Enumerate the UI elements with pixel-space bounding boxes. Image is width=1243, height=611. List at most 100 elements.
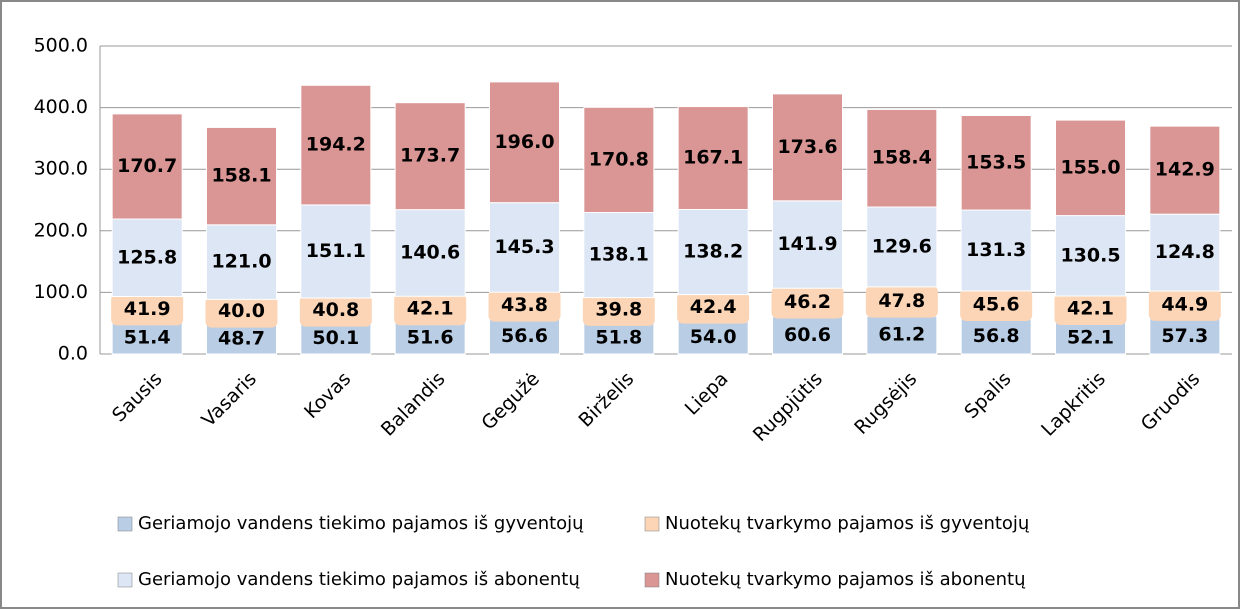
data-label: 42.1 [407,298,454,320]
data-label: 43.8 [501,294,548,316]
y-tick-label: 0.0 [58,343,88,365]
bar-segment [583,321,655,355]
data-label: 40.8 [312,299,359,321]
data-label: 151.1 [306,240,366,262]
data-label-box [488,289,561,322]
data-label: 56.6 [501,325,548,347]
data-label: 41.9 [124,298,171,320]
bar-segment [206,323,277,355]
data-label: 50.1 [312,327,359,349]
data-label: 48.7 [218,328,265,350]
data-label: 158.4 [872,147,932,169]
data-label: 170.7 [117,155,177,177]
legend-swatch [644,516,660,532]
bar-segment [111,113,183,220]
data-label-box [394,293,467,326]
bar-segment [300,204,372,299]
data-label: 131.3 [966,239,1026,261]
data-label: 173.6 [777,136,837,158]
data-label: 46.2 [784,291,831,313]
bar-segment [772,200,843,289]
data-label: 44.9 [1161,293,1208,315]
data-label: 138.1 [589,244,649,266]
bar-segment [866,315,938,355]
y-tick-label: 200.0 [34,219,88,241]
bar-segment [300,84,372,206]
data-label: 194.2 [306,134,366,156]
bar-segment [394,321,466,355]
legend-label: Nuotekų tvarkymo pajamos iš abonentų [665,569,1026,590]
data-label: 153.5 [966,151,1026,173]
data-label-box [865,285,938,318]
data-label: 141.9 [777,233,837,255]
data-label: 51.6 [407,327,454,349]
bar-segment [394,209,466,297]
y-tick-label: 100.0 [34,281,88,303]
data-label-box [771,286,844,319]
data-label: 52.1 [1067,326,1114,348]
bar-segment [206,224,277,300]
data-label: 60.6 [784,324,831,346]
data-label: 138.2 [683,241,743,263]
y-tick-label: 500.0 [34,35,88,57]
data-label: 61.2 [878,324,925,346]
data-label: 196.0 [494,131,554,153]
y-tick-label: 300.0 [34,158,88,180]
data-label-box [677,291,750,324]
data-label: 47.8 [878,290,925,312]
legend-label: Geriamojo vandens tiekimo pajamos iš abo… [138,569,580,590]
data-label: 125.8 [117,246,177,268]
data-label: 40.0 [218,300,265,322]
data-label: 173.7 [400,145,460,167]
data-label: 42.4 [690,296,737,318]
bar-segment [583,212,655,299]
bar-segment [1055,119,1126,217]
legend-swatch [117,516,133,532]
data-label: 51.4 [124,327,171,349]
data-label: 145.3 [494,236,554,258]
bar-segment [111,218,183,298]
bar-segment [1149,318,1221,355]
bar-segment [866,206,938,288]
bar-segment [1055,321,1126,355]
bar-segment [677,106,749,210]
bar-segment [206,126,277,226]
bar-segment [489,81,560,204]
bar-segment [866,108,938,208]
data-label-box [582,293,655,326]
legend-swatch [644,572,660,588]
data-label: 129.6 [872,235,932,257]
data-label: 45.6 [973,293,1020,315]
legend-label: Geriamojo vandens tiekimo pajamos iš gyv… [138,513,584,534]
bar-segment [960,114,1032,211]
data-label: 158.1 [211,165,271,187]
data-label-box [1054,292,1127,325]
legend-label: Nuotekų tvarkymo pajamos iš gyventojų [665,513,1030,534]
bar-segment [772,93,843,202]
data-label: 124.8 [1155,241,1215,263]
bar-segment [111,321,183,355]
bar-segment [583,106,655,214]
data-label-box [960,288,1033,321]
data-label: 130.5 [1060,244,1120,266]
data-label-box [111,293,184,326]
bar-segment [960,209,1032,292]
data-label: 142.9 [1155,159,1215,181]
bar-segment [1055,215,1126,297]
data-label: 167.1 [683,147,743,169]
data-label: 140.6 [400,241,460,263]
data-label: 54.0 [690,326,737,348]
bar-segment [394,102,466,211]
data-label: 121.0 [211,251,271,273]
data-label: 170.8 [589,148,649,170]
data-label: 57.3 [1161,325,1208,347]
bar-segment [1149,125,1221,215]
bar-segment [1149,213,1221,292]
data-label: 56.8 [973,325,1020,347]
data-label: 39.8 [595,298,642,320]
bar-segment [300,322,372,355]
data-label-box [1148,288,1221,321]
data-label: 51.8 [595,327,642,349]
data-label: 155.0 [1060,156,1120,178]
